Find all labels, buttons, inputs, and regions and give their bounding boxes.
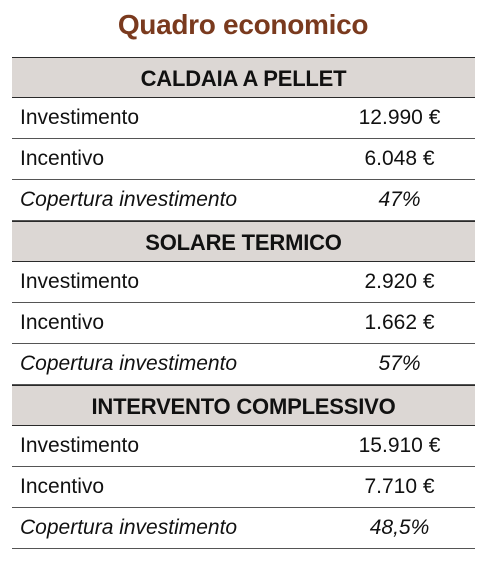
table-row: Copertura investimento 47% xyxy=(12,180,475,221)
row-label: Incentivo xyxy=(20,147,105,170)
page-title: Quadro economico xyxy=(117,9,369,40)
row-value: 12.990 € xyxy=(358,106,441,129)
row-label: Incentivo xyxy=(20,475,105,498)
row-value: 1.662 € xyxy=(364,311,435,334)
table-row: Incentivo 1.662 € xyxy=(12,303,475,344)
row-value: 15.910 € xyxy=(358,434,441,457)
table-row: Incentivo 6.048 € xyxy=(12,139,475,180)
row-label: Investimento xyxy=(20,270,140,293)
table-row: Copertura investimento 57% xyxy=(12,344,475,385)
section-header-solare: SOLARE TERMICO xyxy=(12,221,475,262)
table-row: Investimento 15.910 € xyxy=(12,426,475,467)
row-label: Copertura investimento xyxy=(20,516,238,539)
table-row: Incentivo 7.710 € xyxy=(12,467,475,508)
table-row: Copertura investimento 48,5% xyxy=(12,508,475,549)
economic-table: CALDAIA A PELLET Investimento 12.990 € I… xyxy=(12,57,475,549)
row-label: Copertura investimento xyxy=(20,352,238,375)
row-label: Copertura investimento xyxy=(20,188,238,211)
row-label: Investimento xyxy=(20,106,140,129)
row-value: 48,5% xyxy=(369,516,430,539)
row-value: 6.048 € xyxy=(364,147,435,170)
section-header-caldaia: CALDAIA A PELLET xyxy=(12,57,475,98)
table-row: Investimento 2.920 € xyxy=(12,262,475,303)
row-label: Investimento xyxy=(20,434,140,457)
row-value: 7.710 € xyxy=(364,475,435,498)
row-value: 47% xyxy=(378,188,421,211)
row-value: 57% xyxy=(378,352,421,375)
section-header-complessivo: INTERVENTO COMPLESSIVO xyxy=(12,385,475,426)
row-label: Incentivo xyxy=(20,311,105,334)
row-value: 2.920 € xyxy=(364,270,435,293)
table-row: Investimento 12.990 € xyxy=(12,98,475,139)
